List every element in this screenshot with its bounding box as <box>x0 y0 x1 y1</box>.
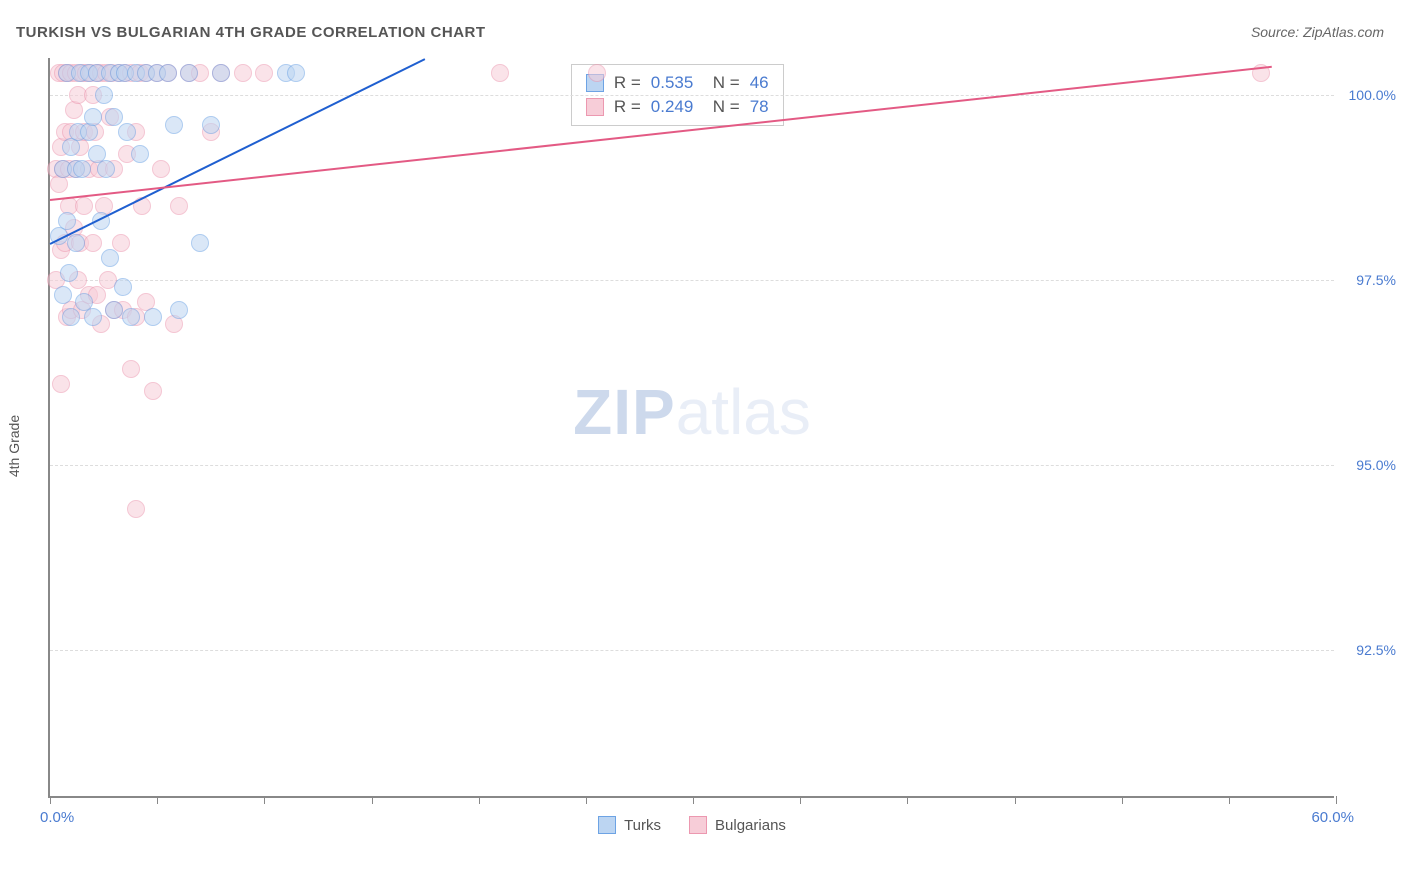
point-turk <box>170 301 188 319</box>
x-tick <box>693 796 694 804</box>
watermark-atlas: atlas <box>676 376 811 448</box>
x-tick <box>586 796 587 804</box>
point-turk <box>73 160 91 178</box>
legend-item-bulgarians: Bulgarians <box>689 816 786 834</box>
x-tick <box>372 796 373 804</box>
point-bulgarian <box>144 382 162 400</box>
stat-r-label: R = <box>614 97 641 117</box>
x-tick <box>479 796 480 804</box>
legend: Turks Bulgarians <box>50 816 1334 834</box>
point-bulgarian <box>127 500 145 518</box>
x-tick <box>1122 796 1123 804</box>
point-turk <box>287 64 305 82</box>
watermark-zip: ZIP <box>573 376 676 448</box>
gridline <box>50 650 1334 651</box>
stat-n-label: N = <box>703 97 739 117</box>
point-turk <box>101 249 119 267</box>
point-bulgarian <box>255 64 273 82</box>
x-tick <box>157 796 158 804</box>
x-tick <box>1336 796 1337 804</box>
stat-row: R = 0.249 N = 78 <box>572 95 783 119</box>
legend-swatch-bulgarians <box>689 816 707 834</box>
y-tick-label: 95.0% <box>1340 457 1396 473</box>
y-axis-label: 4th Grade <box>6 415 22 477</box>
point-turk <box>118 123 136 141</box>
point-turk <box>212 64 230 82</box>
legend-item-turks: Turks <box>598 816 661 834</box>
point-turk <box>165 116 183 134</box>
gridline <box>50 280 1334 281</box>
point-turk <box>95 86 113 104</box>
y-tick-label: 92.5% <box>1340 642 1396 658</box>
point-bulgarian <box>122 360 140 378</box>
point-turk <box>131 145 149 163</box>
point-turk <box>191 234 209 252</box>
y-tick-label: 100.0% <box>1340 87 1396 103</box>
point-turk <box>122 308 140 326</box>
point-bulgarian <box>84 234 102 252</box>
source-label: Source: ZipAtlas.com <box>1251 24 1384 40</box>
point-turk <box>159 64 177 82</box>
x-tick <box>907 796 908 804</box>
point-turk <box>114 278 132 296</box>
gridline <box>50 95 1334 96</box>
point-bulgarian <box>75 197 93 215</box>
watermark: ZIPatlas <box>573 375 811 449</box>
gridline <box>50 465 1334 466</box>
point-bulgarian <box>52 375 70 393</box>
point-turk <box>97 160 115 178</box>
point-turk <box>84 108 102 126</box>
y-tick-label: 97.5% <box>1340 272 1396 288</box>
x-tick <box>50 796 51 804</box>
chart-title: TURKISH VS BULGARIAN 4TH GRADE CORRELATI… <box>16 24 486 41</box>
stat-n-label: N = <box>703 73 739 93</box>
point-bulgarian <box>152 160 170 178</box>
plot-area: ZIPatlas R = 0.535 N = 46R = 0.249 N = 7… <box>48 58 1334 798</box>
point-turk <box>105 108 123 126</box>
stat-swatch <box>586 98 604 116</box>
stat-r-value: 0.535 <box>651 73 694 93</box>
point-bulgarian <box>170 197 188 215</box>
point-turk <box>202 116 220 134</box>
point-turk <box>144 308 162 326</box>
point-turk <box>180 64 198 82</box>
point-bulgarian <box>588 64 606 82</box>
point-bulgarian <box>234 64 252 82</box>
stat-n-value: 78 <box>750 97 769 117</box>
point-bulgarian <box>491 64 509 82</box>
point-turk <box>62 308 80 326</box>
x-tick <box>800 796 801 804</box>
point-turk <box>60 264 78 282</box>
stat-r-label: R = <box>614 73 641 93</box>
x-tick <box>264 796 265 804</box>
point-turk <box>54 286 72 304</box>
stat-r-value: 0.249 <box>651 97 694 117</box>
point-turk <box>105 301 123 319</box>
point-turk <box>84 308 102 326</box>
point-turk <box>58 212 76 230</box>
x-tick <box>1015 796 1016 804</box>
legend-label-turks: Turks <box>624 817 661 834</box>
stat-n-value: 46 <box>750 73 769 93</box>
point-turk <box>67 234 85 252</box>
x-tick <box>1229 796 1230 804</box>
legend-swatch-turks <box>598 816 616 834</box>
legend-label-bulgarians: Bulgarians <box>715 817 786 834</box>
